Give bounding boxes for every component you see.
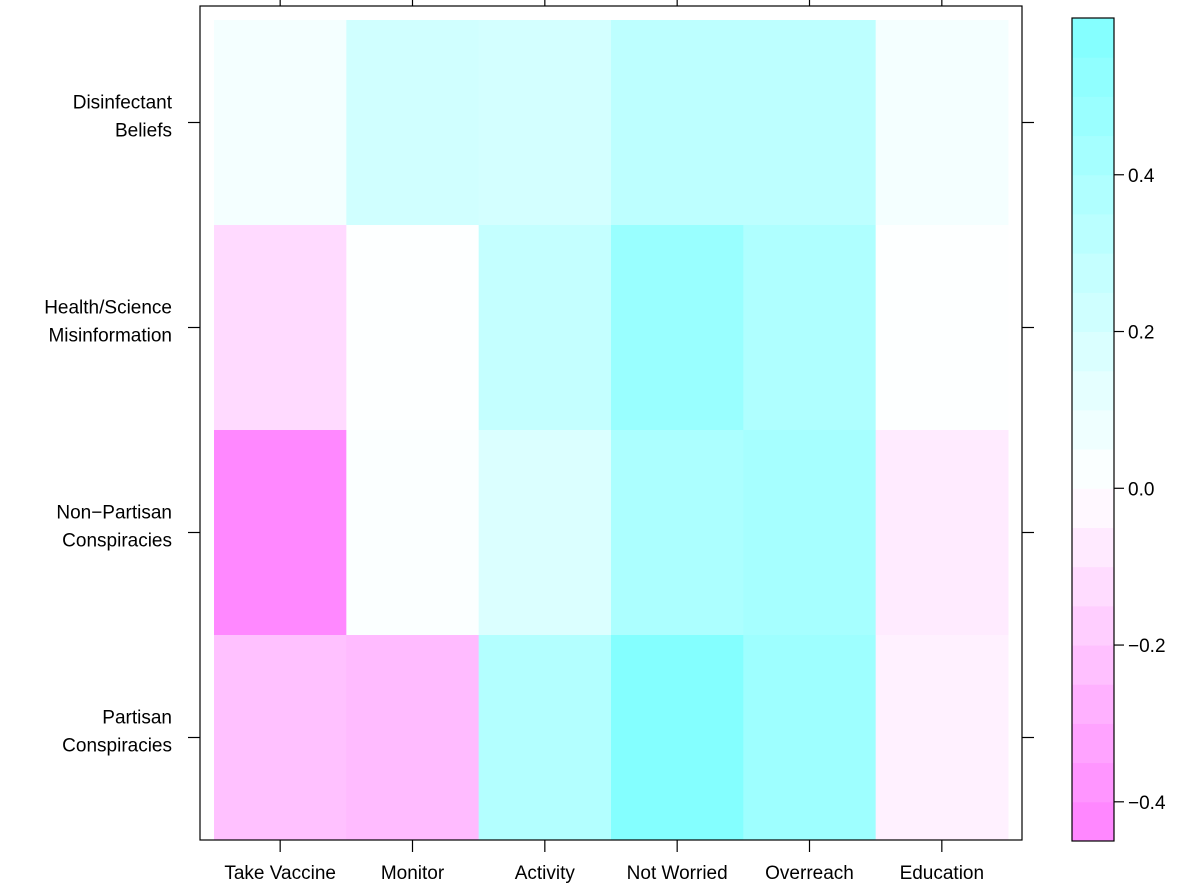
colorbar-tick-label: 0.0: [1128, 479, 1154, 500]
colorbar-band: [1072, 370, 1114, 411]
y-axis-labels: Disinfectant Beliefs Health/Science Misinfo…: [44, 93, 173, 757]
colorbar-band: [1072, 488, 1114, 528]
colorbar-band: [1072, 96, 1114, 137]
plot-frame: [199, 5, 1023, 841]
heatmap-cell: [611, 20, 744, 226]
heatmap-cell: [478, 20, 612, 226]
heatmap-cell: [346, 225, 480, 431]
colorbar-band: [1072, 762, 1114, 803]
heatmap-cells: [214, 20, 1009, 841]
heatmap-cell: [214, 635, 347, 841]
colorbar-band: [1072, 135, 1114, 176]
colorbar-tick-label: −0.4: [1128, 793, 1166, 814]
heatmap-cell: [611, 635, 744, 841]
x-tick-label: Activity: [515, 863, 576, 884]
heatmap-cell: [611, 225, 744, 431]
heatmap-cell: [346, 20, 480, 226]
colorbar-frame: [1071, 17, 1115, 842]
colorbar-tick-label: 0.4: [1128, 166, 1155, 187]
x-tick-label: Take Vaccine: [224, 863, 336, 884]
y-tick-label: Misinformation: [48, 326, 172, 347]
colorbar-band: [1072, 174, 1114, 215]
colorbar-band: [1072, 213, 1114, 254]
heatmap-cell: [875, 635, 1009, 841]
heatmap-cell: [346, 635, 480, 841]
y-tick-label: Health/Science: [44, 298, 172, 319]
colorbar-band: [1072, 801, 1114, 842]
heatmap-cell: [611, 430, 744, 636]
heatmap-cell: [478, 430, 612, 636]
colorbar-tick-label: −0.2: [1128, 636, 1166, 657]
x-tick-label: Overreach: [765, 863, 854, 884]
colorbar-tick-label: 0.2: [1128, 323, 1154, 344]
colorbar-band: [1072, 527, 1114, 568]
heatmap-cell: [743, 635, 877, 841]
heatmap-cell: [875, 225, 1009, 431]
plot-axes: [188, 0, 1034, 852]
heatmap-cell: [875, 20, 1009, 226]
colorbar-band: [1072, 566, 1114, 607]
colorbar-band: [1072, 57, 1114, 97]
heatmap-cell: [214, 20, 347, 226]
colorbar-band: [1072, 18, 1114, 58]
x-tick-label: Not Worried: [627, 863, 728, 884]
heatmap-cell: [478, 635, 612, 841]
colorbar-band: [1072, 645, 1114, 685]
heatmap-cell: [478, 225, 612, 431]
colorbar-band: [1072, 409, 1114, 450]
y-tick-label: Non−Partisan: [56, 503, 172, 524]
heatmap-cell: [743, 430, 877, 636]
x-tick-label: Education: [900, 863, 985, 884]
x-axis-labels: Take Vaccine Monitor Activity Not Worried Ov…: [224, 863, 984, 884]
heatmap-cell: [875, 430, 1009, 636]
heatmap-cell: [214, 430, 347, 636]
heatmap-cell: [214, 225, 347, 431]
y-tick-label: Partisan: [102, 708, 172, 729]
y-tick-label: Conspiracies: [62, 531, 172, 552]
heatmap-cell: [346, 430, 480, 636]
colorbar-band: [1072, 292, 1114, 333]
y-tick-label: Beliefs: [115, 121, 172, 142]
colorbar-band: [1072, 605, 1114, 646]
colorbar-band: [1072, 684, 1114, 724]
colorbar: −0.4 −0.2 0.0 0.2 0.4: [1071, 17, 1166, 842]
y-tick-label: Disinfectant: [73, 93, 173, 114]
colorbar-band: [1072, 723, 1114, 764]
colorbar-band: [1072, 449, 1114, 489]
x-tick-label: Monitor: [381, 863, 445, 884]
heatmap-cell: [743, 20, 877, 226]
colorbar-band: [1072, 253, 1114, 293]
y-tick-label: Conspiracies: [62, 736, 172, 757]
colorbar-band: [1072, 331, 1114, 372]
heatmap-cell: [743, 225, 877, 431]
